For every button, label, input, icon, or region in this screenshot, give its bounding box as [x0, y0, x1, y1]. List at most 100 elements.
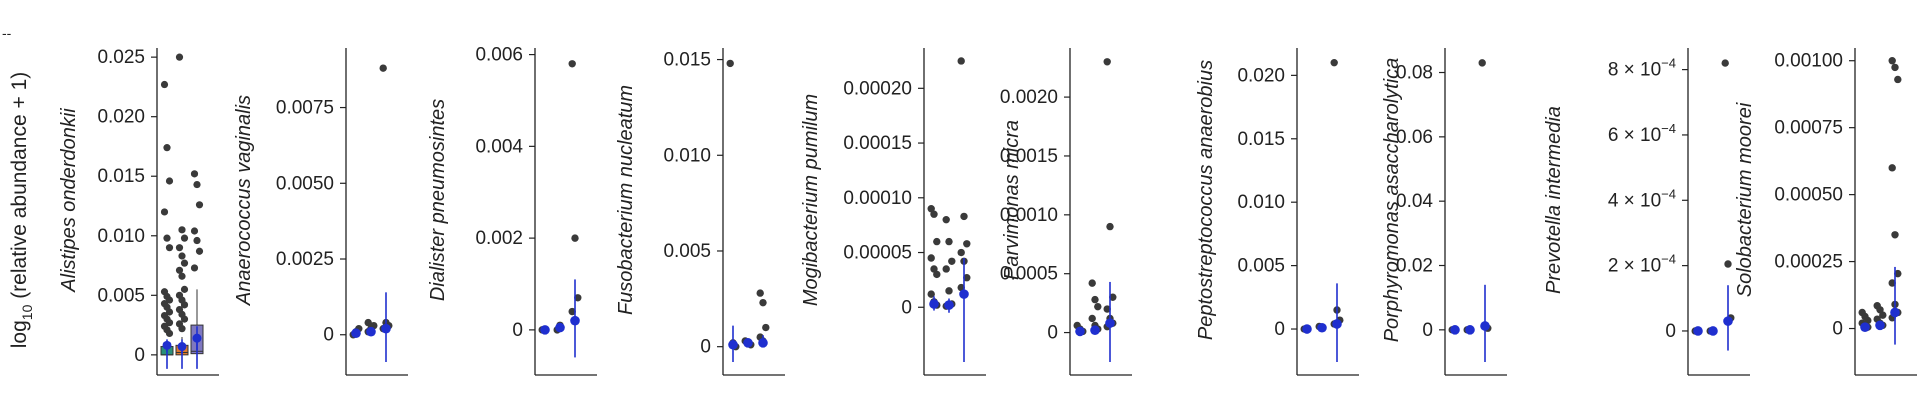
y-tick-text: 0.00050 — [1774, 185, 1843, 206]
group-1 — [538, 325, 550, 335]
outlier-point — [163, 144, 171, 152]
y-axis-title-subscript: 10 — [19, 304, 35, 320]
y-tick-label: 0.04 — [1396, 191, 1433, 212]
y-tick-text: 0.005 — [663, 241, 711, 262]
data-point — [571, 234, 579, 242]
species-label: Mogibacterium pumilum — [800, 94, 822, 306]
species-label: Alistipes onderdonkii — [58, 108, 80, 293]
data-point — [1891, 63, 1899, 72]
y-tick-label: 0 — [323, 325, 334, 346]
y-tick-text: 0.02 — [1396, 256, 1433, 277]
panel-1: 0 0.005 0.010 0.015 0.020 0.025 Alistipes onde… — [58, 47, 219, 376]
outlier-point — [180, 285, 189, 293]
outlier-point — [190, 264, 199, 272]
y-tick-label: 0.010 — [663, 145, 711, 166]
data-point — [1888, 57, 1896, 65]
y-tick-label: 0 — [1665, 321, 1676, 342]
data-point — [1088, 314, 1096, 323]
y-tick-label: 0.006 — [475, 45, 523, 66]
outlier-point — [195, 247, 204, 255]
mean-point — [1075, 326, 1085, 337]
mean-point — [381, 323, 391, 334]
data-point — [963, 274, 971, 282]
mean-point — [177, 342, 187, 352]
y-tick-text: 0.00015 — [843, 133, 912, 154]
y-tick-text: 0.06 — [1396, 127, 1433, 148]
species-label: Dialister pneumosintes — [427, 99, 449, 301]
group-3 — [379, 64, 393, 362]
panel-5: 0 0.00005 0.00010 0.00015 0.00020 Mogibacteri… — [800, 48, 986, 376]
y-tick-text: 0.00075 — [1774, 118, 1843, 139]
group-1 — [726, 59, 740, 362]
data-point — [957, 57, 965, 65]
y-tick-exponent: −4 — [1661, 186, 1676, 201]
group-1 — [1691, 326, 1703, 336]
outlier-point — [175, 53, 184, 61]
y-tick-label: 0 — [901, 297, 912, 318]
y-tick-text: 0.010 — [97, 226, 145, 247]
y-tick-text: 8 × 10 — [1608, 60, 1661, 81]
data-point — [1478, 59, 1486, 67]
mean-point — [540, 325, 550, 335]
outlier-point — [180, 259, 189, 267]
data-point — [933, 237, 941, 246]
species-label: Anaerococcus vaginalis — [233, 95, 255, 306]
panel-7: 0 0.005 0.010 0.015 0.020 Peptostreptococcus … — [1195, 48, 1359, 376]
data-point — [762, 323, 770, 332]
y-tick-text: 0.006 — [475, 45, 523, 66]
outlier-point — [195, 201, 204, 209]
outlier-point — [165, 319, 174, 327]
mean-point — [1302, 324, 1312, 334]
y-tick-text: 0.0010 — [1000, 205, 1058, 226]
y-tick-label: 0 — [700, 337, 711, 358]
outlier-point — [160, 208, 169, 216]
y-tick-label: 0.06 — [1396, 127, 1433, 148]
group-1 — [1858, 308, 1872, 332]
y-tick-label: 0.010 — [97, 226, 145, 247]
y-axis-title-suffix: (relative abundance + 1) — [8, 72, 31, 305]
mean-point — [959, 289, 969, 299]
y-axis-title-prefix: log — [8, 320, 31, 348]
box-group-2 — [175, 53, 189, 369]
data-point — [726, 59, 734, 68]
y-tick-label: 0.02 — [1396, 256, 1433, 277]
mean-point — [555, 322, 565, 333]
y-tick-label: 0.004 — [475, 136, 523, 157]
box-group-1 — [160, 80, 174, 369]
data-point — [942, 215, 950, 224]
group-3 — [1888, 57, 1902, 345]
species-label: Solobacterium moorei — [1734, 102, 1756, 297]
y-tick-text: 0 — [512, 320, 523, 341]
y-tick-text: 0.00010 — [843, 188, 912, 209]
species-label: Peptostreptococcus anaerobius — [1195, 60, 1217, 340]
mean-point — [570, 315, 580, 326]
y-tick-label: 8 × 10−4 — [1608, 56, 1676, 81]
outlier-point — [193, 180, 201, 189]
data-point — [933, 270, 941, 279]
y-tick-label: 0.0020 — [1000, 87, 1058, 108]
group-3 — [756, 289, 770, 348]
y-tick-exponent: −4 — [1661, 252, 1676, 267]
group-3 — [957, 57, 971, 362]
y-tick-text: 2 × 10 — [1608, 256, 1661, 277]
mean-point — [1332, 319, 1342, 329]
data-point — [942, 265, 950, 273]
y-tick-text: 0.0005 — [1000, 264, 1058, 285]
y-tick-text: 0 — [700, 337, 711, 358]
data-point — [568, 60, 576, 68]
y-tick-text: 0 — [1832, 319, 1843, 340]
group-2 — [1315, 322, 1327, 333]
y-tick-label: 0 — [1832, 319, 1843, 340]
mean-point — [1480, 321, 1490, 331]
species-label: Fusobacterium nucleatum — [615, 85, 637, 315]
y-tick-label: 0 — [1422, 320, 1433, 341]
data-point — [930, 210, 938, 218]
y-tick-text: 0.00100 — [1774, 51, 1843, 72]
data-point — [1091, 295, 1099, 304]
y-tick-label: 0.00015 — [843, 133, 912, 154]
species-label: Porphyromonas asaccharolytica — [1381, 58, 1403, 343]
species-label: Parvimonas micra — [1001, 120, 1023, 280]
outlier-point — [193, 236, 201, 245]
outlier-point — [175, 244, 184, 252]
